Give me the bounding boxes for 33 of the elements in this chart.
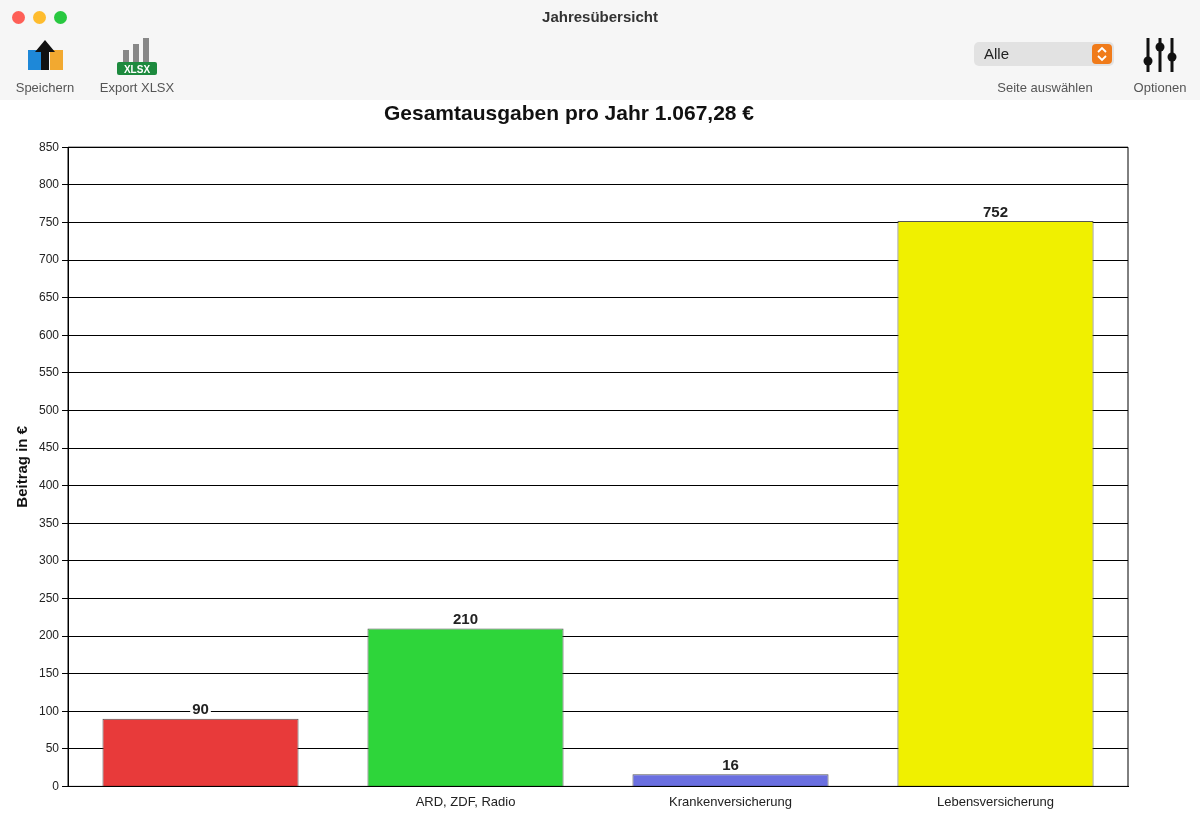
- y-tick-label: 550: [38, 365, 60, 380]
- data-label: 90: [192, 700, 209, 718]
- text: Jahresübersicht: [541, 8, 659, 25]
- text: Speichern: [14, 80, 76, 95]
- y-tick-label: 700: [38, 252, 60, 267]
- data-label: 16: [722, 756, 739, 774]
- data-label: 752: [982, 202, 1009, 220]
- y-tick-label: 800: [38, 177, 60, 192]
- y-tick-label: 50: [45, 741, 60, 756]
- y-tick-label: 0: [52, 778, 60, 793]
- y-tick-label: 300: [38, 553, 60, 568]
- x-tick-label: Lebensversicherung: [936, 793, 1055, 809]
- y-tick-label: 350: [38, 515, 60, 530]
- y-tick-label: 650: [38, 289, 60, 304]
- y-axis-title: Beitrag in €: [13, 425, 31, 508]
- y-tick-label: 600: [38, 327, 60, 342]
- x-tick-label: Krankenversicherung: [669, 793, 792, 809]
- y-tick-label: 400: [38, 477, 60, 492]
- y-tick-label: 750: [38, 214, 60, 229]
- y-tick-label: 250: [38, 590, 60, 605]
- x-tick-label: ARD, ZDF, Radio: [415, 793, 516, 809]
- y-tick-label: 850: [38, 139, 60, 154]
- text: Alle: [984, 45, 1010, 62]
- text: Optionen: [1132, 80, 1188, 95]
- y-tick-label: 200: [38, 628, 60, 643]
- y-tick-label: 150: [38, 665, 60, 680]
- y-tick-label: 450: [38, 440, 60, 455]
- text: Export XLSX: [98, 80, 176, 95]
- text: Seite auswählen: [996, 80, 1094, 95]
- y-tick-label: 100: [38, 703, 60, 718]
- y-tick-label: 500: [38, 402, 60, 417]
- chart-title: Gesamtausgaben pro Jahr 1.067,28 €: [383, 101, 755, 125]
- data-label: 210: [453, 610, 479, 628]
